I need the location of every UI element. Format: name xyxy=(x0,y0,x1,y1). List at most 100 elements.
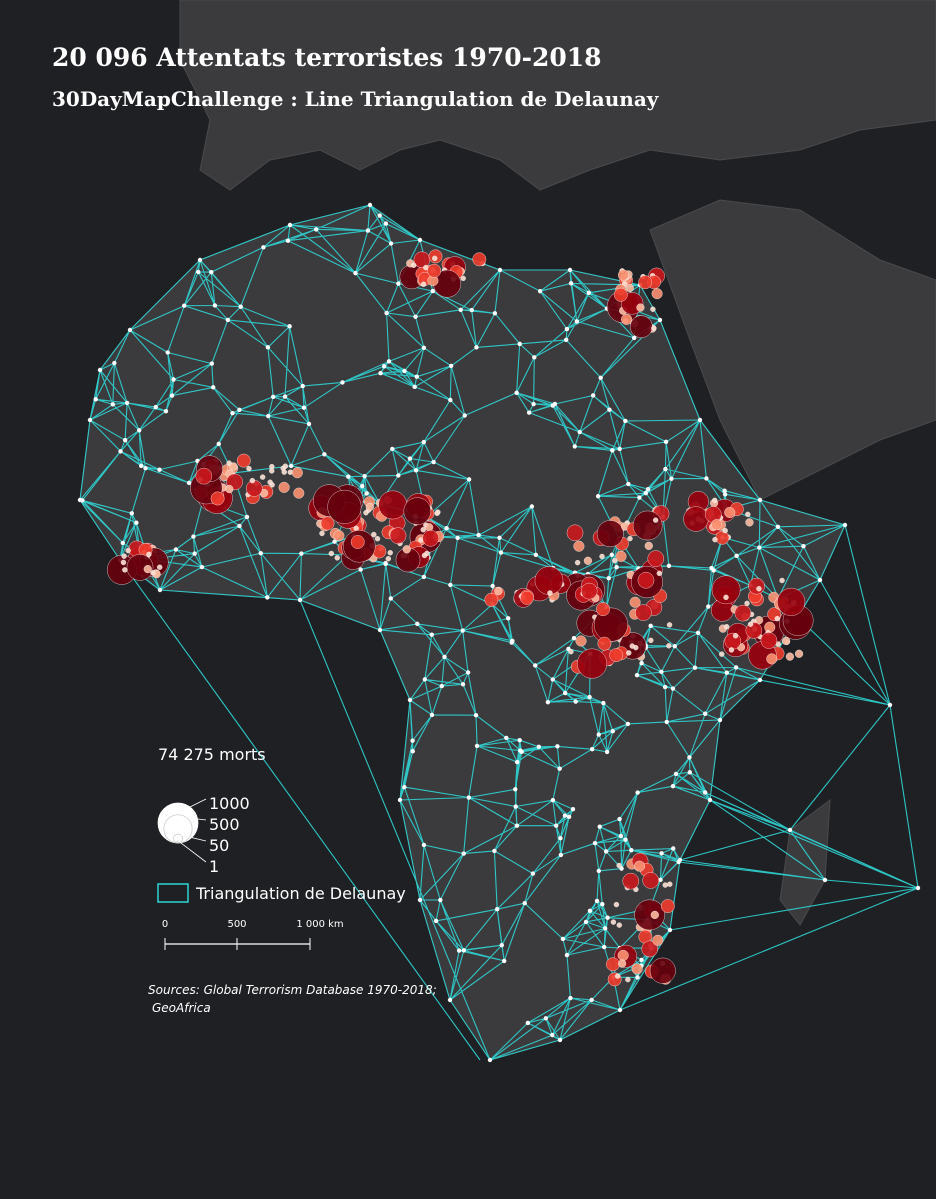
vertex xyxy=(197,257,203,263)
vertex xyxy=(667,927,673,933)
vertex xyxy=(562,813,568,818)
vertex xyxy=(663,439,669,445)
vertex xyxy=(625,721,631,727)
attack-point xyxy=(425,523,434,532)
vertex xyxy=(417,897,423,903)
attack-point xyxy=(634,860,646,872)
vertex xyxy=(801,543,806,549)
vertex xyxy=(817,577,823,583)
vertex xyxy=(407,456,413,461)
vertex xyxy=(822,877,828,883)
attack-point xyxy=(667,881,673,887)
vertex xyxy=(421,574,427,580)
vertex xyxy=(112,360,117,366)
vertex xyxy=(367,202,373,208)
attack-point xyxy=(320,516,335,531)
vertex xyxy=(237,523,242,529)
vertex xyxy=(626,481,631,487)
vertex xyxy=(842,522,848,528)
vertex xyxy=(697,417,703,423)
vertex xyxy=(695,630,701,635)
vertex xyxy=(129,511,134,516)
vertex xyxy=(702,790,708,795)
attack-point xyxy=(747,621,754,627)
vertex xyxy=(212,303,218,308)
vertex xyxy=(533,663,538,668)
vertex xyxy=(514,390,519,395)
attack-point xyxy=(259,474,266,480)
vertex xyxy=(120,540,125,546)
attack-point xyxy=(421,552,428,559)
legend-line-label: Triangulation de Delaunay xyxy=(195,884,406,903)
attack-point xyxy=(613,287,628,302)
vertex xyxy=(388,596,393,601)
legend-leader xyxy=(178,840,207,863)
attack-point xyxy=(385,556,392,562)
vertex xyxy=(386,359,392,364)
vertex xyxy=(360,483,365,489)
attack-point xyxy=(614,973,621,979)
attack-point xyxy=(613,901,620,908)
vertex xyxy=(604,749,610,755)
vertex xyxy=(322,452,327,457)
vertex xyxy=(285,238,291,243)
vertex xyxy=(384,310,389,316)
vertex xyxy=(560,936,566,942)
vertex xyxy=(461,851,466,856)
vertex xyxy=(531,401,536,407)
vertex xyxy=(555,744,560,749)
vertex xyxy=(498,550,504,555)
attack-point xyxy=(374,536,381,542)
vertex xyxy=(417,237,423,243)
vertex xyxy=(364,491,369,496)
vertex xyxy=(543,1016,549,1021)
vertex xyxy=(127,327,133,333)
vertex xyxy=(402,368,407,374)
attack-point xyxy=(794,649,804,658)
vertex xyxy=(617,1007,623,1013)
vertex xyxy=(448,397,453,403)
vertex xyxy=(526,410,532,415)
vertex xyxy=(692,665,698,670)
vertex xyxy=(606,576,611,581)
attack-point xyxy=(781,636,791,646)
attack-point xyxy=(432,255,438,262)
scale-bar: 0 500 1 000 km xyxy=(162,919,344,950)
triangulation-edges xyxy=(79,204,919,1061)
vertex xyxy=(244,514,250,520)
vertex xyxy=(553,823,559,828)
vertex xyxy=(460,628,465,633)
attack-point xyxy=(632,510,663,541)
vertex xyxy=(514,759,520,765)
vertex xyxy=(413,468,419,473)
attack-point xyxy=(779,577,785,584)
vertex xyxy=(671,846,676,851)
attack-point xyxy=(626,650,632,656)
vertex xyxy=(287,222,293,228)
vertex xyxy=(706,604,711,609)
attack-point xyxy=(494,587,503,596)
vertex xyxy=(583,919,589,925)
vertex xyxy=(476,532,481,538)
attack-point xyxy=(744,600,750,607)
attack-point xyxy=(615,550,627,562)
vertex xyxy=(448,363,454,369)
attack-point xyxy=(616,862,622,869)
attack-point xyxy=(711,575,741,605)
vertex xyxy=(492,848,497,854)
attack-point xyxy=(785,652,795,661)
attack-point xyxy=(150,570,156,576)
vertex xyxy=(536,744,542,749)
attack-point xyxy=(293,487,305,499)
vertex xyxy=(407,697,413,703)
legend-size-label: 1000 xyxy=(209,794,250,813)
vertex xyxy=(724,670,729,675)
attack-point xyxy=(403,497,432,525)
sources-line: GeoAfrica xyxy=(152,1001,211,1015)
vertex xyxy=(216,441,221,447)
attack-point xyxy=(637,571,655,589)
vertex xyxy=(602,944,607,950)
attack-point xyxy=(596,602,610,617)
vertex xyxy=(163,408,169,414)
vertex xyxy=(518,748,523,753)
